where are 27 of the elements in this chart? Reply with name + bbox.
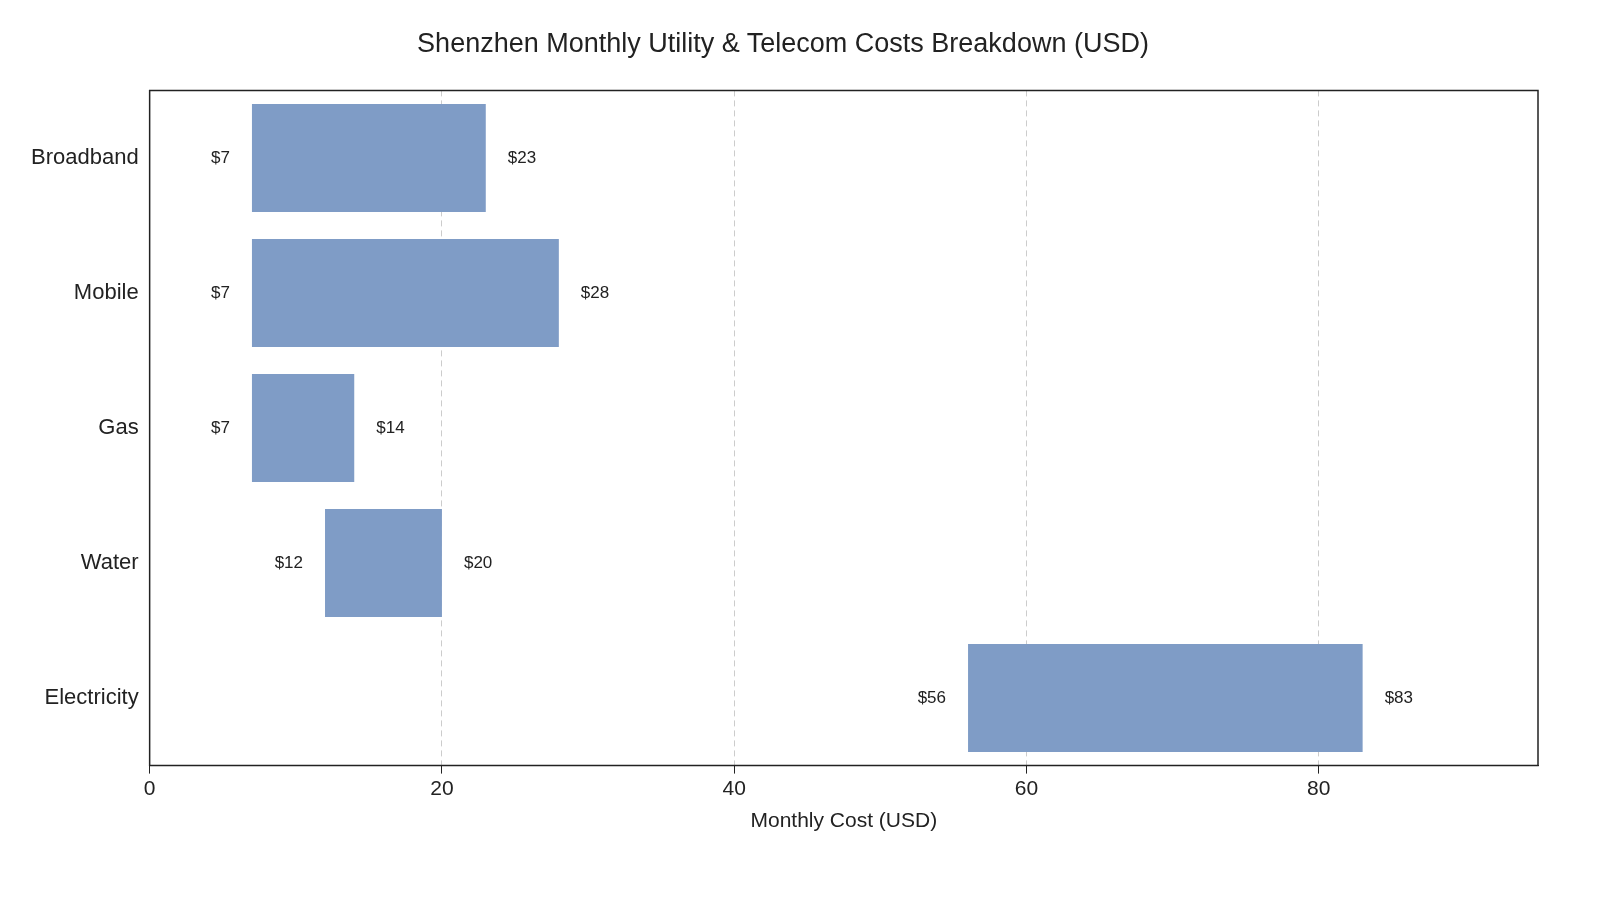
y-tick-label: Water <box>80 549 139 575</box>
annotation: $7 <box>211 417 230 437</box>
annotation: $7 <box>211 282 230 302</box>
x-tick-label: 40 <box>722 776 746 799</box>
y-tick-label: Electricity <box>44 684 139 710</box>
bar <box>325 509 442 618</box>
annotation: $14 <box>376 417 405 437</box>
y-tick-label: Broadband <box>30 143 139 169</box>
annotation: $83 <box>1384 687 1413 707</box>
y-tick-label: Mobile <box>73 279 139 305</box>
x-tick-label: 60 <box>1014 776 1039 799</box>
annotation: $20 <box>463 552 493 572</box>
bar <box>251 103 486 212</box>
bar <box>968 644 1363 753</box>
annotation: $12 <box>274 552 304 572</box>
annotation: $56 <box>917 687 947 707</box>
x-tick-label: 20 <box>430 776 454 799</box>
annotation: $23 <box>507 147 537 167</box>
bar <box>251 373 355 483</box>
bar <box>251 238 559 347</box>
x-tick-label: 80 <box>1307 776 1331 799</box>
y-tick-label: Gas <box>98 414 139 440</box>
chart-title: Shenzhen Monthly Utility & Telecom Costs Breakdown (USD) <box>417 27 1149 58</box>
x-axis-title: Monthly Cost (USD) <box>750 808 938 832</box>
annotation: $7 <box>211 147 230 167</box>
x-tick-label: 0 <box>143 776 156 799</box>
annotation: $28 <box>580 282 610 302</box>
